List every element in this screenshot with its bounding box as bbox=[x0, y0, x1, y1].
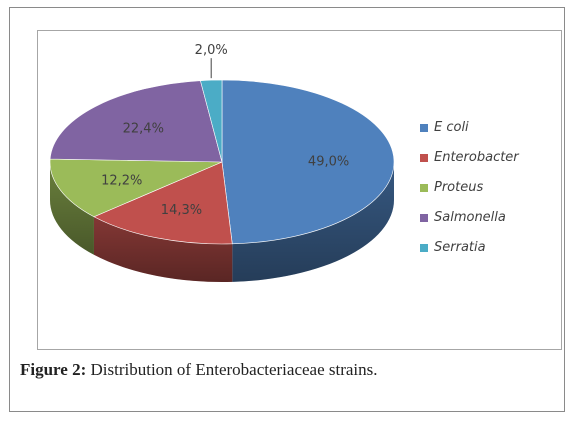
legend-swatch bbox=[420, 154, 428, 162]
legend-label: Proteus bbox=[434, 180, 484, 195]
pie-side-shade bbox=[50, 162, 94, 255]
caption-text: Distribution of Enterobacteriaceae strai… bbox=[90, 360, 378, 379]
caption-label: Figure 2: bbox=[20, 360, 87, 379]
legend-swatch bbox=[420, 124, 428, 132]
legend-label: E coli bbox=[434, 120, 469, 135]
pie-side-shade bbox=[93, 216, 233, 282]
pie-slice-proteus bbox=[49, 158, 223, 218]
pie-slice-e-coli bbox=[221, 79, 395, 245]
data-label-proteus: 12,2% bbox=[101, 173, 142, 188]
data-label-serratia: 2,0% bbox=[195, 43, 228, 58]
legend-swatch bbox=[420, 184, 428, 192]
legend-label: Serratia bbox=[434, 240, 486, 255]
figure-frame bbox=[9, 7, 565, 412]
legend-label: Enterobacter bbox=[434, 150, 519, 165]
figure-caption: Figure 2: Distribution of Enterobacteria… bbox=[20, 360, 378, 380]
legend-swatch bbox=[420, 244, 428, 252]
pie-slice-serratia bbox=[200, 79, 223, 163]
pie-slice-salmonella bbox=[49, 80, 223, 163]
legend-label: Salmonella bbox=[434, 210, 506, 225]
data-label-e-coli: 49,0% bbox=[308, 154, 349, 169]
legend-swatch bbox=[420, 214, 428, 222]
data-label-enterobacter: 14,3% bbox=[161, 203, 202, 218]
pie-slice-enterobacter bbox=[93, 161, 233, 245]
pie-side-shade bbox=[232, 162, 394, 282]
data-label-salmonella: 22,4% bbox=[123, 122, 164, 137]
